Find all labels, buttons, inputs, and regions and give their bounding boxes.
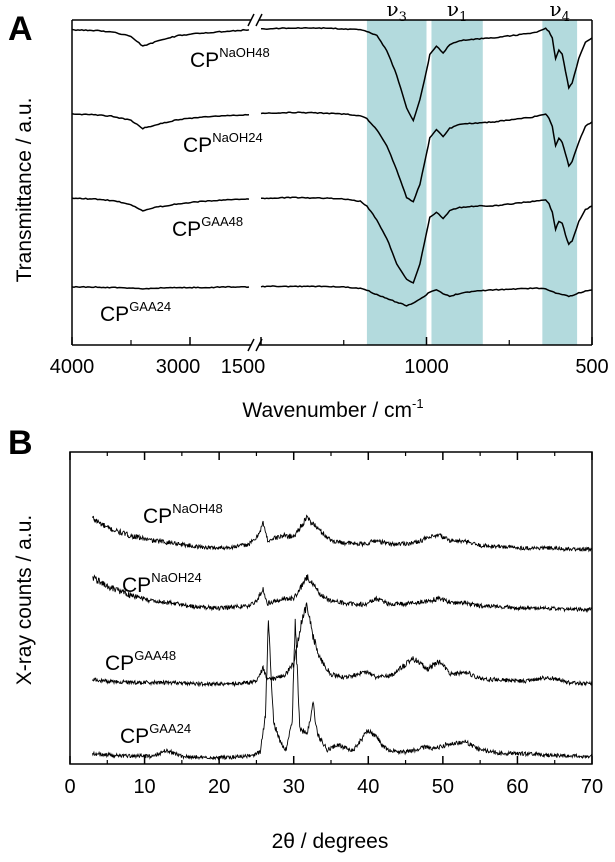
ftir-series-3-right	[261, 196, 593, 284]
panel-b-xtick-label-0: 0	[64, 776, 75, 798]
band-2-shade	[431, 20, 483, 345]
xrd-series-label-1: CPNaOH48	[143, 501, 223, 528]
panel-b-xtick-label-60: 60	[506, 776, 528, 798]
panel-a-xtick-label-1000: 1000	[404, 356, 449, 378]
panel-a-xtick-label-500: 500	[575, 356, 608, 378]
xrd-series-3	[92, 602, 593, 688]
xrd-series-label-2: CPNaOH24	[122, 570, 202, 597]
ftir-series-2-right	[260, 111, 593, 203]
ftir-series-label-2: CPNaOH24	[183, 130, 263, 157]
ftir-series-labels: CPNaOH48 CPNaOH24 CPGAA48 CPGAA24	[100, 45, 270, 326]
ftir-series-1-right	[261, 27, 593, 123]
panel-b-xtick-label-30: 30	[283, 776, 305, 798]
panel-a-xlabel: Wavenumber / cm-1	[242, 396, 423, 422]
ftir-series-2-left	[71, 113, 250, 130]
ftir-series-4-right	[260, 285, 593, 307]
panel-a-ylabel: Transmittance / a.u.	[13, 98, 36, 283]
panel-b-ylabel: X-ray counts / a.u.	[13, 515, 36, 685]
xrd-series-label-4: CPGAA24	[120, 721, 191, 748]
axis-break-mark-3	[247, 338, 255, 352]
panel-a-xtick-label-1500: 1500	[221, 356, 266, 378]
xrd-series-2	[92, 574, 593, 613]
ftir-series-4-left	[71, 285, 250, 290]
xrd-series-4	[91, 618, 593, 761]
panel-b-xtick-label-20: 20	[208, 776, 230, 798]
panel-a-letter: A	[8, 10, 33, 48]
panel-b-xtick-label-50: 50	[432, 776, 454, 798]
xrd-series-labels: CPNaOH48 CPNaOH24 CPGAA48 CPGAA24	[105, 501, 223, 748]
axis-break-mark-2	[255, 13, 263, 27]
ftir-series-label-3: CPGAA48	[172, 214, 243, 241]
ftir-series-3-left	[71, 197, 250, 212]
panel-a: A 4000 3000 1500 1000 500 ν3 ν1 ν4 CPNaOH48CPN…	[8, 0, 609, 422]
panel-a-axes	[71, 13, 593, 352]
panel-b-xtick-label-40: 40	[357, 776, 379, 798]
ftir-series	[71, 27, 593, 307]
axis-break-mark-1	[247, 13, 255, 27]
absorption-bands	[366, 20, 578, 345]
band-labels: ν3 ν1 ν4	[386, 0, 569, 25]
ftir-series-label-4: CPGAA24	[100, 299, 171, 326]
ftir-series-1-left	[71, 28, 250, 47]
panel-b-xtick-label-70: 70	[581, 776, 603, 798]
panel-b-ticks: 0 10 20 30 40 50 60 70	[64, 452, 603, 798]
panel-b-xtick-label-10: 10	[133, 776, 155, 798]
xrd-series	[91, 514, 593, 761]
panel-b: B 0 10 20 30 40 50 60 70 CPNaOH48 CPNaOH24 CPGAA4…	[8, 424, 603, 853]
band-1-label: ν3	[386, 0, 406, 25]
xrd-series-1	[91, 514, 593, 553]
panel-a-ticks: 4000 3000 1500 1000 500	[50, 337, 609, 378]
panel-b-letter: B	[8, 424, 33, 462]
panel-a-xtick-label-4000: 4000	[50, 356, 95, 378]
band-3-label: ν4	[550, 0, 570, 25]
panel-b-xlabel: 2θ / degrees	[272, 830, 389, 853]
ftir-series-label-1: CPNaOH48	[190, 45, 270, 72]
band-2-label: ν1	[447, 0, 467, 25]
xrd-series-label-3: CPGAA48	[105, 648, 176, 675]
band-1-shade	[366, 20, 427, 345]
panel-a-xtick-label-3000: 3000	[156, 356, 201, 378]
